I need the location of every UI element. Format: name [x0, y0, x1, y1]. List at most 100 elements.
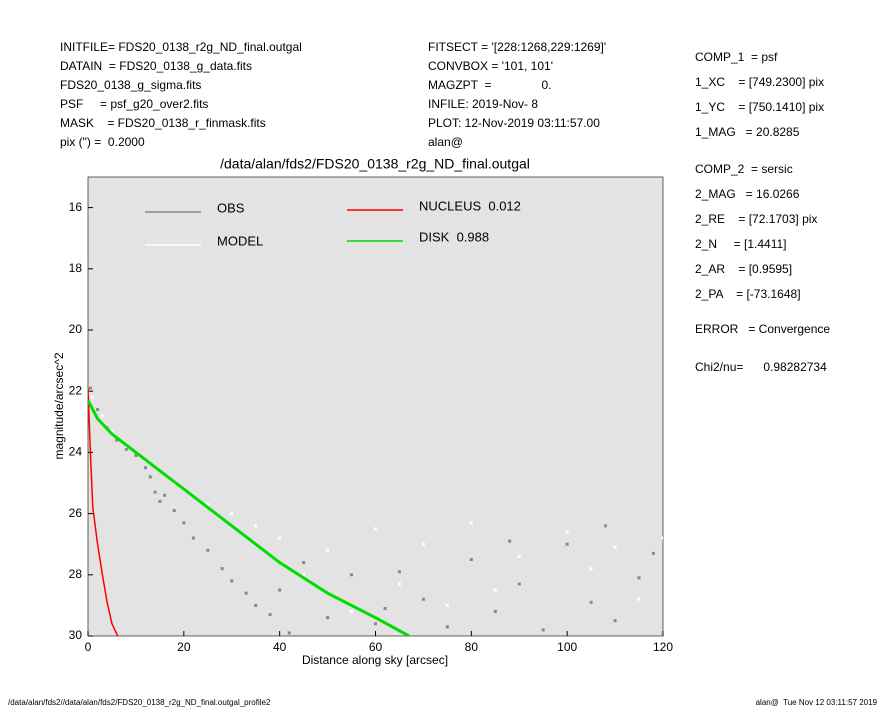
data-point: [206, 502, 210, 506]
header-right-line: 2_RE = [72.1703] pix: [695, 212, 817, 226]
data-point: [350, 573, 354, 577]
plot-data: [88, 386, 663, 636]
header-left-line: pix (") = 0.2000: [60, 135, 145, 149]
header-left-line: PSF = psf_g20_over2.fits: [60, 97, 208, 111]
data-point: [220, 567, 224, 571]
y-tick-label: 26: [69, 506, 83, 520]
header-middle-line: MAGZPT = 0.: [428, 78, 551, 92]
data-point: [88, 386, 92, 390]
plot-area: [87, 176, 664, 637]
header-right-line: COMP_2 = sersic: [695, 162, 793, 176]
data-point: [230, 579, 234, 583]
chart-title: /data/alan/fds2/FDS20_0138_r2g_ND_final.…: [220, 156, 530, 172]
header-left-line: INITFILE= FDS20_0138_r2g_ND_final.outgal: [60, 40, 302, 54]
data-point: [421, 597, 425, 601]
header-right-line: 2_MAG = 16.0266: [695, 187, 800, 201]
header-right-line: COMP_1 = psf: [695, 50, 778, 64]
y-tick-label: 16: [69, 200, 83, 214]
header-middle-line: alan@: [428, 135, 463, 149]
profile-line: [88, 399, 410, 636]
y-tick-label: 28: [69, 567, 83, 581]
legend-label: MODEL: [217, 233, 263, 248]
data-point: [268, 613, 272, 617]
header-left-line: DATAIN = FDS20_0138_g_data.fits: [60, 59, 252, 73]
data-point: [124, 447, 128, 451]
header-right-line: ERROR = Convergence: [695, 322, 830, 336]
data-point: [589, 567, 593, 571]
data-point: [374, 622, 377, 626]
data-point: [613, 619, 617, 623]
header-right-line: 1_MAG = 20.8285: [695, 125, 800, 139]
data-point: [508, 539, 512, 543]
profile-line: [88, 388, 119, 636]
x-tick-label: 20: [177, 640, 191, 654]
x-tick-label: 0: [85, 640, 92, 654]
data-point: [91, 395, 95, 399]
data-point: [254, 603, 258, 607]
header-left-line: MASK = FDS20_0138_r_finmask.fits: [60, 116, 266, 130]
data-point: [493, 588, 497, 592]
data-point: [541, 628, 545, 632]
data-point: [191, 536, 195, 540]
legend-label: OBS: [217, 200, 245, 215]
x-tick-label: 80: [465, 640, 479, 654]
y-tick-label: 24: [69, 445, 83, 459]
data-point: [153, 490, 157, 494]
data-point: [278, 588, 282, 592]
legend-label: NUCLEUS 0.012: [419, 198, 521, 213]
data-point: [637, 597, 641, 601]
data-point: [302, 573, 306, 577]
header-right-line: 2_N = [1.4411]: [695, 237, 787, 251]
data-point: [383, 606, 387, 610]
data-point: [278, 536, 282, 540]
data-point: [230, 512, 234, 516]
data-point: [287, 631, 291, 635]
header-right-line: 2_AR = [0.9595]: [695, 262, 792, 276]
data-point: [661, 536, 663, 540]
data-point: [182, 521, 186, 525]
header-right-line: 2_PA = [-73.1648]: [695, 287, 801, 301]
data-point: [565, 530, 569, 534]
x-tick-label: 40: [273, 640, 287, 654]
data-point: [661, 631, 663, 635]
data-point: [134, 453, 138, 457]
data-point: [445, 603, 449, 607]
y-tick-label: 22: [69, 383, 83, 397]
y-tick-label: 20: [69, 322, 83, 336]
data-point: [565, 542, 569, 546]
x-axis-label: Distance along sky [arcsec]: [302, 653, 448, 667]
y-axis-label: magnitude/arcsec^2: [52, 352, 66, 459]
data-point: [206, 548, 210, 552]
header-right-line: 1_YC = [750.1410] pix: [695, 100, 824, 114]
data-point: [148, 475, 152, 479]
data-point: [589, 600, 593, 604]
header-middle-line: PLOT: 12-Nov-2019 03:11:57.00: [428, 116, 600, 130]
data-point: [469, 558, 473, 561]
header-middle-line: INFILE: 2019-Nov- 8: [428, 97, 538, 111]
data-point: [397, 582, 401, 586]
data-point: [445, 625, 449, 629]
data-point: [604, 524, 607, 528]
y-tick-label: 30: [69, 628, 83, 642]
data-point: [350, 610, 354, 614]
data-point: [158, 499, 162, 503]
data-point: [469, 521, 473, 525]
data-point: [651, 551, 655, 555]
footer-left: /data/alan/fds2//data/alan/fds2/FDS20_01…: [8, 698, 271, 707]
data-point: [163, 493, 167, 497]
header-left-line: FDS20_0138_g_sigma.fits: [60, 78, 201, 92]
data-point: [100, 414, 104, 418]
data-point: [421, 542, 425, 546]
x-tick-label: 60: [369, 640, 383, 654]
data-point: [326, 548, 330, 552]
x-tick-label: 100: [557, 640, 577, 654]
data-point: [115, 438, 119, 442]
y-tick-label: 18: [69, 261, 83, 275]
data-point: [613, 545, 617, 549]
data-point: [637, 576, 641, 580]
data-point: [374, 527, 377, 531]
header-right-line: 1_XC = [749.2300] pix: [695, 75, 824, 89]
data-point: [517, 582, 521, 586]
